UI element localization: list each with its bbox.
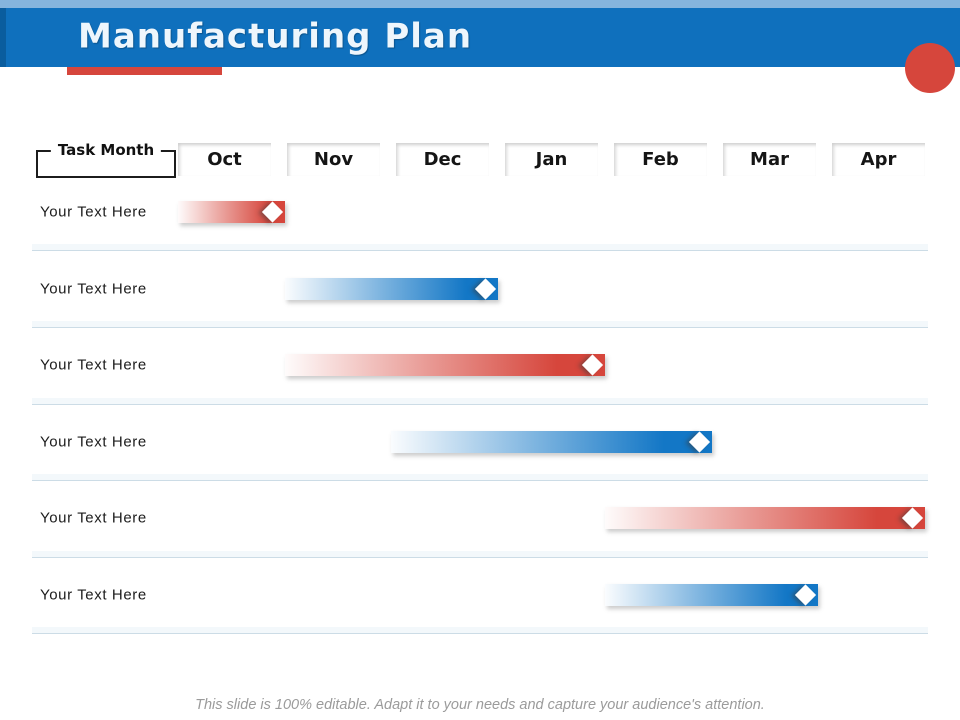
- gantt-bar-blue[interactable]: [391, 430, 712, 453]
- task-month-label: Task Month: [50, 141, 162, 159]
- task-label[interactable]: Your Text Here: [40, 203, 147, 221]
- task-label[interactable]: Your Text Here: [40, 280, 147, 298]
- title-bar: Manufacturing Plan: [0, 8, 960, 67]
- slide-title[interactable]: Manufacturing Plan: [78, 15, 473, 56]
- row-separator: [32, 320, 928, 328]
- bar-end-diamond-icon: [688, 431, 710, 453]
- row-separator: [32, 550, 928, 558]
- gantt-bar-red[interactable]: [178, 201, 285, 223]
- red-circle-decoration: [905, 43, 955, 93]
- task-month-header[interactable]: Task Month: [36, 141, 176, 178]
- month-header-dec[interactable]: Dec: [396, 143, 489, 176]
- gantt-bar-blue[interactable]: [604, 584, 819, 606]
- bar-end-diamond-icon: [581, 354, 603, 376]
- task-label[interactable]: Your Text Here: [40, 356, 147, 374]
- footer-note[interactable]: This slide is 100% editable. Adapt it to…: [195, 697, 765, 713]
- gantt-bar-blue[interactable]: [284, 277, 499, 300]
- gantt-bar-red[interactable]: [604, 507, 925, 530]
- month-header-feb[interactable]: Feb: [614, 143, 707, 176]
- row-separator: [32, 474, 928, 482]
- month-header-apr[interactable]: Apr: [832, 143, 925, 176]
- bar-end-diamond-icon: [475, 277, 497, 300]
- month-header-oct[interactable]: Oct: [178, 143, 271, 176]
- month-header-mar[interactable]: Mar: [723, 143, 816, 176]
- bar-end-diamond-icon: [261, 201, 283, 223]
- title-bar-left-edge: [0, 8, 6, 67]
- bar-end-diamond-icon: [901, 507, 924, 529]
- row-separator: [32, 244, 928, 252]
- row-separator: [32, 627, 928, 635]
- title-underline: [67, 67, 222, 75]
- task-label[interactable]: Your Text Here: [40, 433, 147, 451]
- top-accent-strip: [0, 0, 960, 8]
- month-header-jan[interactable]: Jan: [505, 143, 598, 176]
- gantt-bar-red[interactable]: [284, 354, 605, 377]
- bar-end-diamond-icon: [795, 584, 817, 606]
- row-separator: [32, 397, 928, 405]
- task-label[interactable]: Your Text Here: [40, 586, 147, 604]
- task-label[interactable]: Your Text Here: [40, 509, 147, 527]
- month-header-nov[interactable]: Nov: [287, 143, 380, 176]
